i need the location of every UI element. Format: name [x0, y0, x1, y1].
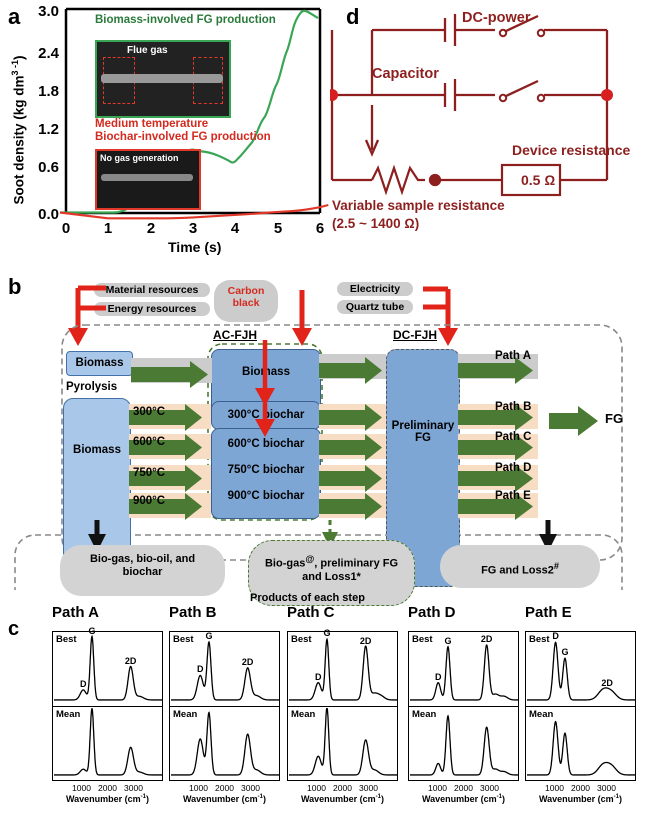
svg-text:2.4: 2.4	[38, 45, 60, 62]
svg-text:Capacitor: Capacitor	[372, 66, 439, 82]
svg-text:5: 5	[274, 220, 282, 237]
svg-text:1.8: 1.8	[38, 83, 59, 100]
svg-text:Device resistance: Device resistance	[512, 142, 631, 158]
svg-text:2: 2	[147, 220, 155, 237]
svg-text:DC-power: DC-power	[462, 10, 531, 26]
svg-text:0.0: 0.0	[38, 206, 59, 223]
svg-text:0.6: 0.6	[38, 159, 59, 176]
svg-text:4: 4	[231, 220, 240, 237]
svg-text:Variable sample resistance: Variable sample resistance	[332, 198, 505, 213]
svg-text:1.2: 1.2	[38, 121, 59, 138]
svg-text:6: 6	[316, 220, 324, 237]
svg-text:1: 1	[104, 220, 112, 237]
svg-text:(2.5 ~ 1400 Ω): (2.5 ~ 1400 Ω)	[332, 216, 419, 231]
svg-text:0.5 Ω: 0.5 Ω	[521, 172, 555, 188]
svg-text:3.0: 3.0	[38, 3, 59, 20]
svg-text:0: 0	[62, 220, 70, 237]
svg-text:3: 3	[189, 220, 197, 237]
